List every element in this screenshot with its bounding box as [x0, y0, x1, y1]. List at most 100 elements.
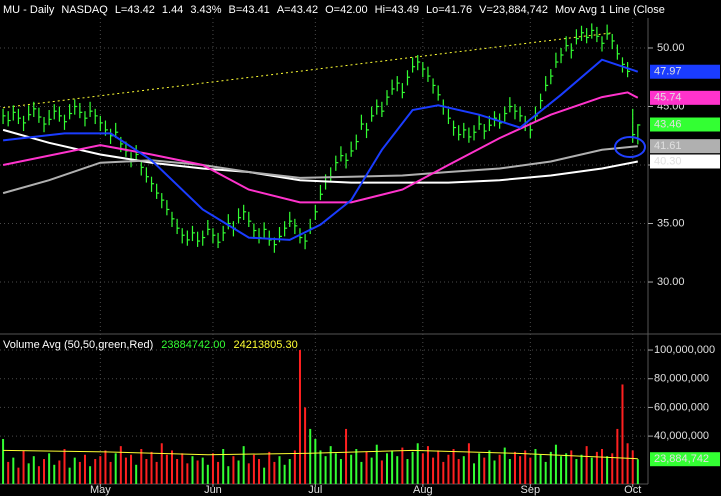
volume-bar: [43, 459, 46, 484]
price-tag-bg: [650, 139, 720, 154]
volume-bar: [145, 459, 148, 484]
volume-bar: [83, 454, 86, 484]
volume-bar: [298, 350, 301, 484]
volume-bar: [150, 451, 153, 484]
volume-bar: [442, 461, 445, 484]
volume-bar: [565, 453, 568, 484]
volume-bar: [268, 451, 271, 484]
volume-bar: [319, 450, 322, 484]
header-item: V=23,884,742: [479, 4, 548, 16]
x-tick-label: May: [90, 484, 111, 496]
volume-bar: [345, 428, 348, 484]
volume-bar: [426, 446, 429, 484]
volume-bar: [201, 457, 204, 484]
x-tick-label: Oct: [624, 484, 641, 496]
volume-bar: [114, 453, 117, 484]
volume-bar: [539, 454, 542, 484]
price-tag-bg: [650, 64, 720, 79]
volume-bar: [68, 467, 71, 484]
volume-bar: [498, 454, 501, 484]
volume-bar: [544, 461, 547, 484]
volume-bar: [513, 451, 516, 484]
volume-bar: [89, 466, 92, 484]
x-tick-label: Aug: [413, 484, 433, 496]
price-tag: 41.61: [654, 140, 682, 152]
volume-bar: [421, 453, 424, 484]
volume-readout: 23884742.00: [161, 339, 225, 351]
volume-bar: [227, 466, 230, 484]
volume-bar: [252, 454, 255, 484]
volume-bar: [32, 456, 35, 484]
volume-bar: [437, 450, 440, 484]
volume-bar: [7, 461, 10, 484]
volume-bar: [621, 384, 624, 484]
price-tag: 43.46: [654, 118, 682, 130]
volume-bar: [483, 457, 486, 484]
volume-bar: [396, 456, 399, 484]
volume-bar: [58, 460, 61, 484]
volume-bar: [355, 449, 358, 484]
volume-bar: [94, 459, 97, 484]
volume-bar: [304, 407, 307, 484]
y-tick-label: 80,000,000: [654, 373, 709, 385]
volume-bar: [570, 450, 573, 484]
volume-bar: [575, 459, 578, 484]
volume-bar: [130, 454, 133, 484]
volume-bar: [631, 450, 634, 484]
header-item: 1.44: [162, 4, 183, 16]
volume-bar: [206, 464, 209, 484]
volume-bar: [611, 453, 614, 484]
volume-bar: [314, 438, 317, 484]
volume-bar: [524, 450, 527, 484]
volume-bar: [171, 450, 173, 484]
volume-bar: [391, 450, 394, 484]
volume-bar: [288, 459, 291, 484]
volume-bar: [519, 456, 522, 484]
moving-average: [2, 145, 638, 195]
y-tick-label: 40,000,000: [654, 430, 709, 442]
volume-bar: [595, 451, 598, 484]
volume-bar: [186, 463, 189, 484]
volume-bar: [27, 463, 30, 484]
volume-bar: [416, 443, 419, 484]
price-tag-bg: [650, 452, 720, 467]
volume-bar: [309, 428, 312, 484]
volume-bar: [2, 438, 5, 484]
moving-average: [2, 58, 639, 241]
volume-bar: [580, 454, 583, 484]
volume-bar: [529, 457, 532, 484]
volume-bar: [165, 454, 168, 484]
trendline: [3, 32, 613, 109]
y-tick-label: 100,000,000: [654, 344, 715, 356]
volume-bar: [601, 449, 603, 484]
price-tag-bg: [650, 117, 720, 132]
volume-bar: [176, 459, 179, 484]
y-tick-label: 30.00: [657, 276, 685, 288]
volume-bar: [626, 443, 629, 484]
volume-bar: [278, 456, 281, 484]
volume-bar: [432, 457, 435, 484]
header-item: Mov Avg 1 Line (Close: [555, 4, 665, 16]
price-tag-bg: [650, 154, 720, 169]
price-tag-bg: [650, 90, 720, 105]
volume-bar: [217, 461, 220, 484]
moving-average: [2, 128, 638, 184]
volume-bar: [401, 447, 404, 484]
volume-bar: [191, 456, 194, 484]
volume-bar: [99, 456, 102, 484]
x-tick-label: Sep: [521, 484, 541, 496]
highlight-ellipse: [614, 136, 646, 158]
volume-bar: [488, 450, 491, 484]
volume-bar: [283, 464, 286, 484]
price-tag: 47.97: [654, 66, 682, 78]
volume-bar: [211, 453, 214, 484]
volume-bar: [447, 454, 450, 484]
volume-bar: [12, 457, 15, 484]
price-tag: 23,884,742: [654, 453, 709, 465]
volume-bar: [293, 450, 296, 484]
header: MU - Daily NASDAQ L=43.42 1.44 3.43% B=43.41 A…: [3, 4, 665, 16]
plot: [0, 18, 648, 484]
volume-bar: [375, 444, 378, 484]
volume-bar: [22, 450, 25, 484]
